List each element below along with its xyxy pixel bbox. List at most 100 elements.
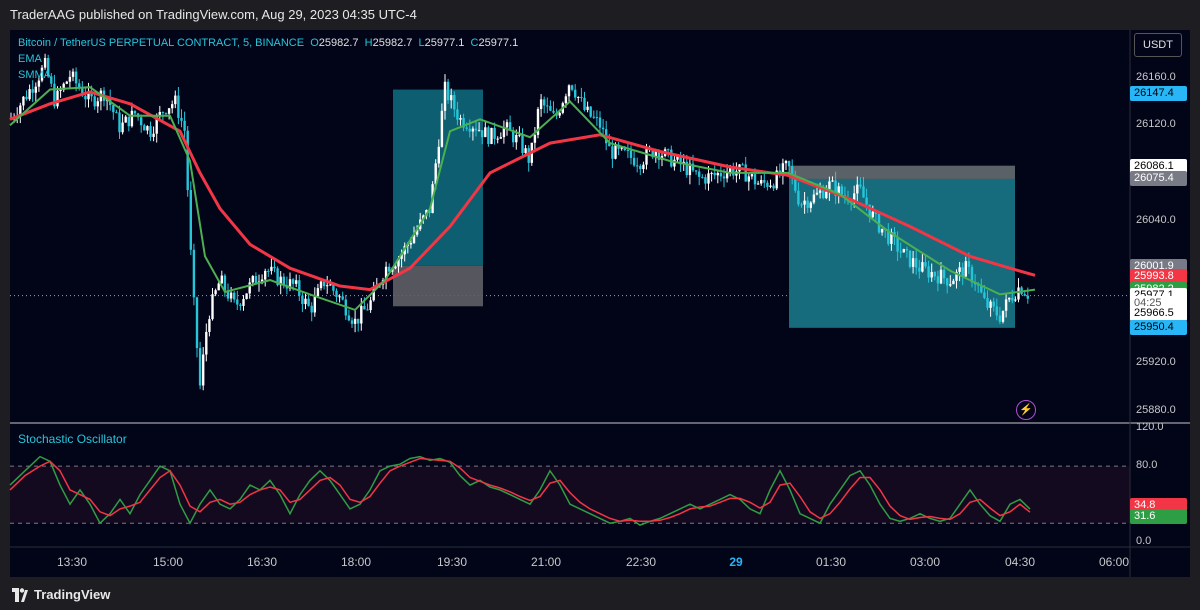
candle-body (214, 290, 217, 295)
candle-body (710, 172, 713, 174)
candle-body (353, 318, 357, 324)
candle-body (868, 204, 871, 218)
candle-body (93, 96, 96, 107)
candle-body (989, 301, 992, 308)
candle-body (310, 305, 313, 313)
candle-body (592, 116, 595, 118)
candle-body (217, 283, 220, 291)
candle-body (803, 200, 806, 205)
candle-body (304, 298, 307, 305)
smma-line (9, 90, 1036, 292)
candle-body (769, 185, 772, 187)
candle-body (865, 197, 868, 205)
candle-body (719, 173, 723, 177)
candle-body (1017, 287, 1020, 300)
candle-body (620, 147, 623, 149)
candle-body (453, 95, 456, 110)
candle-body (62, 83, 65, 90)
candle-body (462, 118, 465, 128)
symbol-title: Bitcoin / TetherUS PERPETUAL CONTRACT, 5… (18, 37, 305, 49)
candle-body (229, 292, 233, 299)
smma-legend[interactable]: SMMA (18, 69, 51, 81)
currency-button[interactable]: USDT (1134, 33, 1182, 57)
lightning-icon[interactable]: ⚡ (1016, 400, 1036, 420)
footer-brand: TradingView (34, 587, 111, 602)
candle-body (282, 276, 285, 286)
candle-body (639, 165, 642, 170)
candle-body (645, 149, 648, 165)
ema-legend[interactable]: EMA (18, 53, 42, 65)
candle-body (574, 89, 577, 98)
time-tick-label: 16:30 (246, 555, 278, 569)
candle-body (248, 282, 251, 294)
candle-body (577, 96, 580, 98)
candle-body (34, 86, 37, 93)
candle-body (273, 266, 276, 269)
candle-body (567, 85, 571, 97)
candle-body (192, 249, 196, 298)
candle-body (871, 211, 874, 218)
candle-body (84, 95, 87, 100)
candle-body (279, 276, 282, 286)
candle-body (787, 161, 791, 167)
candle-body (902, 249, 905, 253)
candle-body (552, 110, 555, 113)
candle-body (688, 163, 692, 176)
price-tick-label: 26040.0 (1136, 213, 1176, 226)
candle-body (56, 90, 59, 107)
candle-body (586, 106, 589, 110)
candle-body (471, 128, 475, 132)
candle-body (763, 179, 766, 183)
candle-body (499, 137, 502, 139)
candle-body (512, 130, 515, 143)
candle-body (1023, 294, 1026, 296)
candle-body (164, 113, 168, 115)
stochastic-title[interactable]: Stochastic Oscillator (18, 432, 127, 446)
candle-body (130, 110, 134, 127)
candle-body (437, 146, 440, 164)
candle-body (691, 163, 695, 171)
candle-body (53, 83, 56, 107)
candle-body (146, 126, 149, 131)
candle-body (124, 116, 127, 123)
candle-body (887, 229, 890, 244)
candle-body (611, 146, 614, 159)
candle-body (636, 165, 639, 167)
candle-body (96, 101, 99, 107)
candle-body (986, 297, 989, 308)
candle-body (961, 267, 964, 277)
candle-body (446, 81, 450, 101)
candle-body (930, 272, 933, 278)
candle-body (521, 134, 524, 154)
candle-body (140, 117, 143, 126)
candle-body (233, 292, 236, 300)
candle-body (198, 348, 202, 386)
candle-body (115, 112, 118, 114)
low-value: 25977.1 (424, 37, 465, 49)
candle-body (667, 149, 670, 151)
candle-body (800, 204, 803, 206)
candle-body (363, 306, 366, 310)
candle-body (347, 315, 351, 321)
tradingview-logo-icon (12, 588, 28, 602)
candle-body (775, 170, 778, 189)
chart-legend: Bitcoin / TetherUS PERPETUAL CONTRACT, 5… (18, 37, 518, 49)
candle-body (784, 161, 788, 164)
candle-body (493, 127, 496, 139)
time-tick-label: 06:00 (1098, 555, 1130, 569)
candle-body (626, 149, 630, 151)
candle-body (818, 190, 822, 193)
candle-body (450, 95, 453, 101)
candle-body (350, 320, 354, 324)
candle-body (995, 306, 998, 316)
candle-body (980, 285, 983, 293)
candle-body (341, 296, 344, 300)
candle-body (59, 89, 62, 91)
candle-body (856, 184, 859, 194)
candle-body (468, 128, 471, 132)
candle-body (171, 104, 174, 109)
candle-body (549, 105, 552, 111)
candle-body (112, 105, 115, 113)
candle-body (1014, 299, 1017, 301)
